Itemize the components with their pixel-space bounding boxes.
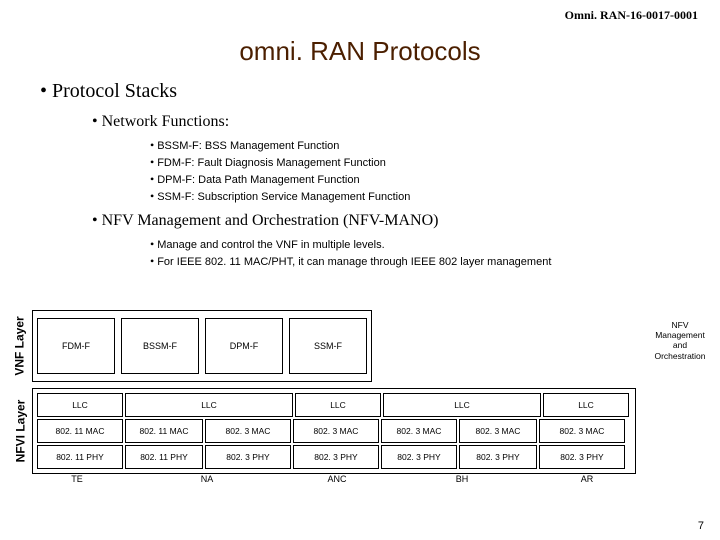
bottom-label: TE (32, 474, 122, 484)
nfv-mano-label: NFV Management and Orchestration (648, 320, 712, 361)
def-item: SSM-F: Subscription Service Management F… (150, 188, 700, 205)
mac-cell: 802. 3 MAC (539, 419, 625, 443)
bottom-label: BH (382, 474, 542, 484)
nfvi-layer-label: NFVI Layer (8, 388, 32, 474)
nfvi-outline: LLC LLC LLC LLC LLC 802. 11 MAC 802. 11 … (32, 388, 636, 474)
document-id: Omni. RAN-16-0017-0001 (565, 8, 698, 23)
phy-cell: 802. 3 PHY (293, 445, 379, 469)
phy-cell: 802. 3 PHY (539, 445, 625, 469)
llc-row: LLC LLC LLC LLC LLC (36, 392, 632, 418)
mac-cell: 802. 3 MAC (459, 419, 537, 443)
mac-cell: 802. 11 MAC (37, 419, 123, 443)
phy-row: 802. 11 PHY 802. 11 PHY 802. 3 PHY 802. … (36, 444, 632, 470)
vnf-box: SSM-F (289, 318, 367, 374)
page-title: omni. RAN Protocols (0, 36, 720, 67)
bottom-label: NA (122, 474, 292, 484)
llc-cell: LLC (295, 393, 381, 417)
phy-cell: 802. 3 PHY (205, 445, 291, 469)
protocol-diagram: NFV Management and Orchestration VNF Lay… (8, 310, 712, 484)
mac-cell: 802. 3 MAC (293, 419, 379, 443)
bottom-label: ANC (292, 474, 382, 484)
phy-cell: 802. 11 PHY (125, 445, 203, 469)
phy-cell: 802. 11 PHY (37, 445, 123, 469)
mac-cell: 802. 3 MAC (381, 419, 457, 443)
definitions-list: BSSM-F: BSS Management Function FDM-F: F… (150, 137, 700, 204)
llc-cell: LLC (125, 393, 293, 417)
notes-list: Manage and control the VNF in multiple l… (150, 236, 700, 270)
vnf-layer-row: VNF Layer FDM-F BSSM-F DPM-F SSM-F (8, 310, 712, 382)
note-item: Manage and control the VNF in multiple l… (150, 236, 700, 253)
vnf-box: FDM-F (37, 318, 115, 374)
vnf-layer-label: VNF Layer (8, 310, 32, 382)
bottom-labels: TE NA ANC BH AR (32, 474, 636, 484)
llc-cell: LLC (37, 393, 123, 417)
def-item: FDM-F: Fault Diagnosis Management Functi… (150, 154, 700, 171)
note-item: For IEEE 802. 11 MAC/PHT, it can manage … (150, 253, 700, 270)
vnf-outline: FDM-F BSSM-F DPM-F SSM-F (32, 310, 372, 382)
def-item: DPM-F: Data Path Management Function (150, 171, 700, 188)
mac-cell: 802. 11 MAC (125, 419, 203, 443)
subsection-2: NFV Management and Orchestration (NFV-MA… (92, 212, 700, 230)
vnf-box: DPM-F (205, 318, 283, 374)
bottom-label: AR (542, 474, 632, 484)
section-heading: Protocol Stacks (40, 80, 700, 103)
phy-cell: 802. 3 PHY (459, 445, 537, 469)
nfvi-layer-row: NFVI Layer LLC LLC LLC LLC LLC 802. 11 M… (8, 388, 712, 474)
phy-cell: 802. 3 PHY (381, 445, 457, 469)
content-area: Protocol Stacks Network Functions: BSSM-… (40, 80, 700, 270)
subsection-1: Network Functions: (92, 113, 700, 131)
llc-cell: LLC (383, 393, 541, 417)
vnf-box: BSSM-F (121, 318, 199, 374)
llc-cell: LLC (543, 393, 629, 417)
mac-row: 802. 11 MAC 802. 11 MAC 802. 3 MAC 802. … (36, 418, 632, 444)
def-item: BSSM-F: BSS Management Function (150, 137, 700, 154)
page-number: 7 (698, 520, 704, 532)
mac-cell: 802. 3 MAC (205, 419, 291, 443)
